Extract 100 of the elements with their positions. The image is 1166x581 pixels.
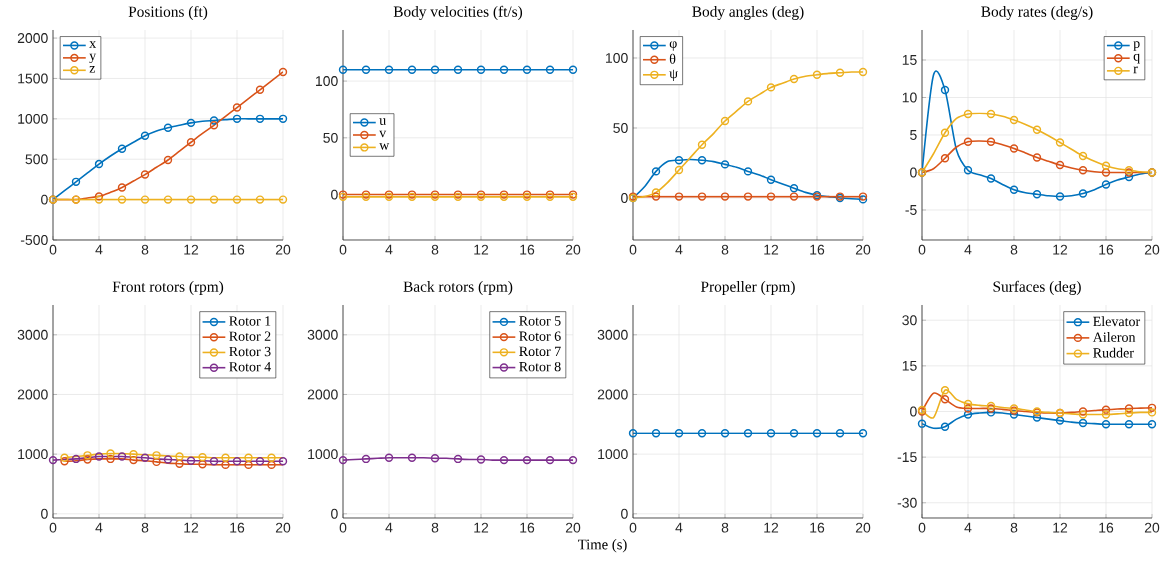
x-tick-label: 20 xyxy=(275,522,291,533)
legend-label: r xyxy=(1133,66,1138,74)
x-tick-label: 8 xyxy=(721,522,729,533)
x-tick-label: 0 xyxy=(918,244,926,255)
y-tick-label: 50 xyxy=(323,132,338,143)
x-tick-label: 0 xyxy=(629,522,637,533)
chart-title: Front rotors (rpm) xyxy=(112,281,224,295)
x-tick-label: 12 xyxy=(764,244,779,255)
chart-title: Positions (ft) xyxy=(128,5,208,20)
x-tick-label: 0 xyxy=(49,244,57,255)
legend-label: Aileron xyxy=(1092,332,1136,342)
x-tick-label: 16 xyxy=(520,244,535,255)
chart-title: Body angles (deg) xyxy=(692,6,804,20)
legend-label: θ xyxy=(669,53,676,64)
y-tick-label: 2000 xyxy=(307,389,338,400)
legend-label: x xyxy=(89,41,97,48)
x-tick-label: 12 xyxy=(474,244,489,255)
legend-label: Rotor 2 xyxy=(229,331,271,341)
y-tick-label: 100 xyxy=(316,76,338,87)
x-tick-label: 4 xyxy=(385,522,393,533)
x-tick-label: 16 xyxy=(230,522,245,533)
y-tick-label: 0 xyxy=(621,193,628,203)
chart-title: Surfaces (deg) xyxy=(993,280,1081,295)
y-tick-label: 1000 xyxy=(18,113,48,124)
y-tick-label: 1500 xyxy=(18,73,48,84)
x-tick-label: 8 xyxy=(141,244,149,255)
legend-label: Rotor 4 xyxy=(229,362,271,372)
x-tick-label: 12 xyxy=(184,522,199,533)
legend-label: Elevator xyxy=(1093,316,1141,327)
x-tick-label: 20 xyxy=(1144,244,1160,255)
x-tick-label: 0 xyxy=(918,522,926,533)
x-tick-label: 20 xyxy=(855,522,871,533)
y-tick-label: 2000 xyxy=(17,33,48,44)
y-tick-label: 0 xyxy=(41,194,48,205)
legend-label: Rudder xyxy=(1093,347,1134,358)
chart-title: Back rotors (rpm) xyxy=(403,281,513,295)
y-tick-label: 3000 xyxy=(307,329,338,340)
y-tick-label: -5 xyxy=(905,205,917,215)
x-tick-label: 8 xyxy=(721,244,729,255)
y-tick-label: -500 xyxy=(20,235,48,245)
x-tick-label: 16 xyxy=(230,244,245,255)
y-tick-label: 1000 xyxy=(18,449,48,460)
legend-label: y xyxy=(89,53,97,64)
y-tick-label: 3000 xyxy=(597,329,628,340)
x-tick-label: 12 xyxy=(1053,522,1068,533)
x-tick-label: 12 xyxy=(474,522,489,533)
y-tick-label: 5 xyxy=(910,130,917,140)
y-tick-label: 15 xyxy=(902,55,917,65)
legend-label: u xyxy=(379,118,386,125)
y-tick-label: 0 xyxy=(910,167,917,178)
legend-label: p xyxy=(1133,41,1140,51)
legend-label: φ xyxy=(669,41,677,51)
x-tick-label: 16 xyxy=(810,244,825,255)
y-tick-label: 0 xyxy=(41,508,48,519)
x-tick-label: 8 xyxy=(141,522,149,533)
x-tick-label: 4 xyxy=(675,244,683,255)
x-tick-label: 16 xyxy=(810,522,825,533)
x-tick-label: 20 xyxy=(565,244,581,255)
x-tick-label: 0 xyxy=(49,522,57,533)
legend-label: Rotor 1 xyxy=(229,316,271,326)
x-tick-label: 20 xyxy=(565,522,581,533)
y-tick-label: 0 xyxy=(331,508,338,519)
x-tick-label: 0 xyxy=(339,522,347,533)
y-tick-label: 0 xyxy=(331,189,338,200)
x-tick-label: 8 xyxy=(1010,522,1018,533)
y-tick-label: -30 xyxy=(897,497,917,508)
y-tick-label: 30 xyxy=(902,315,917,326)
y-tick-label: 500 xyxy=(25,154,48,165)
x-tick-label: 12 xyxy=(1053,244,1068,255)
y-tick-label: 50 xyxy=(613,123,628,133)
legend-label: Rotor 7 xyxy=(519,346,561,357)
y-tick-label: -15 xyxy=(897,452,917,463)
chart-title: Body velocities (ft/s) xyxy=(393,5,523,20)
y-tick-label: 100 xyxy=(606,53,628,63)
x-tick-label: 8 xyxy=(431,522,439,533)
x-tick-label: 12 xyxy=(764,522,779,533)
x-tick-label: 4 xyxy=(95,244,103,255)
x-tick-label: 4 xyxy=(385,244,393,255)
x-tick-label: 4 xyxy=(675,522,683,533)
x-tick-label: 8 xyxy=(1010,244,1018,255)
x-tick-label: 8 xyxy=(431,244,439,255)
y-tick-label: 0 xyxy=(621,508,628,519)
x-axis-title: Time (s) xyxy=(578,539,627,553)
y-tick-label: 2000 xyxy=(17,389,48,400)
x-tick-label: 12 xyxy=(184,244,199,255)
legend-label: Rotor 5 xyxy=(519,316,561,326)
y-tick-label: 1000 xyxy=(598,449,628,460)
x-tick-label: 20 xyxy=(275,244,291,255)
legend-label: v xyxy=(379,130,387,138)
legend-label: Rotor 6 xyxy=(519,331,561,341)
x-tick-label: 16 xyxy=(1099,522,1114,533)
legend-label: w xyxy=(379,143,390,150)
legend-label: q xyxy=(1133,53,1140,64)
x-tick-label: 20 xyxy=(855,244,871,255)
x-tick-label: 4 xyxy=(964,522,972,533)
x-tick-label: 0 xyxy=(339,244,347,255)
y-tick-label: 1000 xyxy=(308,449,338,460)
chart-title: Body rates (deg/s) xyxy=(981,5,1093,20)
y-tick-label: 2000 xyxy=(597,389,628,400)
x-tick-label: 4 xyxy=(964,244,972,255)
